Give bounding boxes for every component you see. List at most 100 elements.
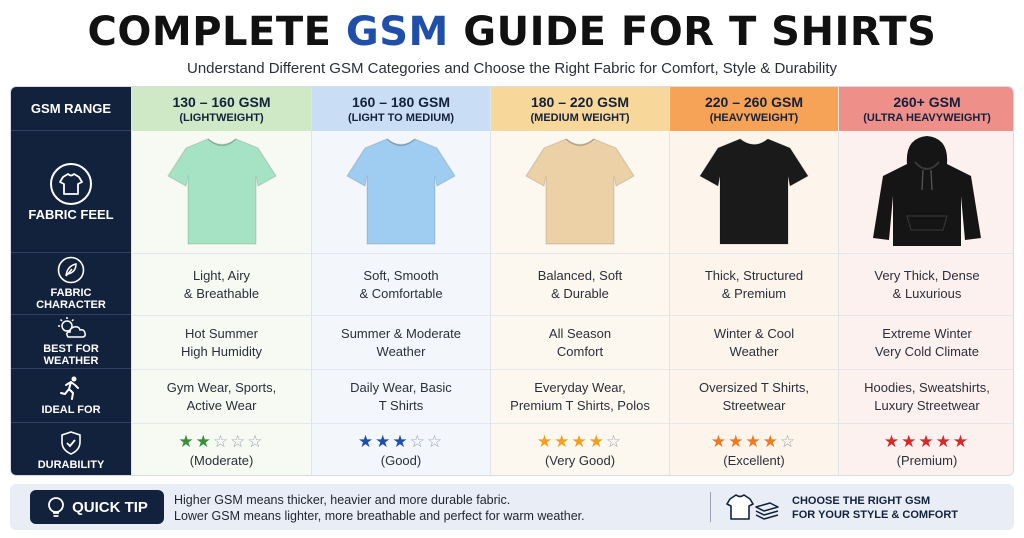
star-filled-icon: ★ xyxy=(178,431,196,451)
star-filled-icon: ★ xyxy=(357,431,376,451)
tip-right-text: CHOOSE THE RIGHT GSM FOR YOUR STYLE & CO… xyxy=(792,494,958,522)
cell-line: Gym Wear, Sports, xyxy=(166,379,277,395)
ideal-for-cell: Daily Wear, Basic T Shirts xyxy=(312,369,490,423)
cell-line: T Shirts xyxy=(378,397,424,413)
tip-divider xyxy=(710,492,711,522)
row-labels: GSM RANGE FABRIC FEEL FABRIC CHARACTER B… xyxy=(11,87,131,475)
star-filled-icon: ★ xyxy=(392,431,410,451)
quick-tip-text: Higher GSM means thicker, heavier and mo… xyxy=(174,492,585,524)
gsm-column: 220 – 260 GSM (HEAVYWEIGHT) Thick, Struc… xyxy=(669,87,838,475)
page-title: COMPLETE GSM GUIDE FOR T SHIRTS xyxy=(0,6,1024,58)
star-filled-icon: ★ xyxy=(554,431,572,451)
durability-rating: (Moderate) xyxy=(189,452,254,468)
label-durability: DURABILITY xyxy=(11,423,131,475)
cell-line: Very Cold Climate xyxy=(874,343,980,359)
label-fabric-character-line2: CHARACTER xyxy=(36,299,106,311)
tip-right-line2: FOR YOUR STYLE & COMFORT xyxy=(792,509,959,521)
durability-cell: ★★★★☆ (Very Good) xyxy=(491,423,669,475)
fabric-character-cell: Very Thick, Dense & Luxurious xyxy=(839,253,1013,315)
label-fabric-character: FABRIC CHARACTER xyxy=(11,253,131,315)
cell-line: & Comfortable xyxy=(359,285,443,301)
weather-cell: Extreme Winter Very Cold Climate xyxy=(839,315,1013,369)
gsm-column-header: 220 – 260 GSM (HEAVYWEIGHT) xyxy=(670,87,838,131)
feather-icon xyxy=(57,256,85,284)
cell-line: Balanced, Soft xyxy=(537,267,623,283)
cell-line: Active Wear xyxy=(186,397,257,413)
gsm-weight-class: (LIGHT TO MEDIUM) xyxy=(347,112,455,124)
label-weather-line1: BEST FOR xyxy=(43,343,99,355)
label-gsm-range-text: GSM RANGE xyxy=(30,100,112,116)
tip-right-line1: CHOOSE THE RIGHT GSM xyxy=(792,495,931,507)
weather-cell: All Season Comfort xyxy=(491,315,669,369)
durability-rating: (Premium) xyxy=(896,452,958,468)
star-filled-icon: ★ xyxy=(935,431,953,451)
star-empty-icon: ☆ xyxy=(247,431,265,451)
cell-line: High Humidity xyxy=(181,343,262,359)
garment-image xyxy=(312,131,490,253)
label-durability-text: DURABILITY xyxy=(37,458,105,471)
title-accent: GSM xyxy=(345,9,449,55)
runner-icon xyxy=(60,376,79,400)
gsm-weight-class: (MEDIUM WEIGHT) xyxy=(530,112,630,124)
page-subtitle: Understand Different GSM Categories and … xyxy=(186,60,837,77)
fabric-character-cell: Soft, Smooth & Comfortable xyxy=(312,253,490,315)
star-rating: ★★★★★ xyxy=(839,431,1013,452)
star-filled-icon: ★ xyxy=(918,431,936,451)
shield-check-icon xyxy=(61,430,81,455)
ideal-for-cell: Hoodies, Sweatshirts, Luxury Streetwear xyxy=(839,369,1013,423)
ideal-for-cell: Oversized T Shirts, Streetwear xyxy=(670,369,838,423)
ideal-for-cell: Everyday Wear, Premium T Shirts, Polos xyxy=(491,369,669,423)
fabric-character-cell: Light, Airy & Breathable xyxy=(132,253,311,315)
durability-rating: (Excellent) xyxy=(723,452,785,468)
gsm-range-value: 260+ GSM xyxy=(893,94,961,110)
weather-cell: Winter & Cool Weather xyxy=(670,315,838,369)
garment-image xyxy=(132,131,311,253)
star-filled-icon: ★ xyxy=(710,431,729,451)
label-gsm-range: GSM RANGE xyxy=(11,87,131,131)
cell-line: Light, Airy xyxy=(192,267,251,283)
fabric-character-cell: Balanced, Soft & Durable xyxy=(491,253,669,315)
star-empty-icon: ☆ xyxy=(230,431,248,451)
label-best-for-weather: BEST FOR WEATHER xyxy=(11,315,131,369)
lightbulb-icon xyxy=(48,497,64,517)
tshirt-icon xyxy=(525,138,635,245)
weather-cell: Summer & Moderate Weather xyxy=(312,315,490,369)
cell-line: Weather xyxy=(729,343,779,359)
star-filled-icon: ★ xyxy=(571,431,589,451)
gsm-column: 260+ GSM (ULTRA HEAVYWEIGHT) Very Thick,… xyxy=(838,87,1013,475)
cell-line: Daily Wear, Basic xyxy=(350,379,452,395)
star-filled-icon: ★ xyxy=(588,431,606,451)
durability-cell: ★★★☆☆ (Good) xyxy=(312,423,490,475)
tshirt-icon xyxy=(699,138,809,245)
title-suffix: GUIDE FOR T SHIRTS xyxy=(448,9,937,55)
durability-rating: (Very Good) xyxy=(544,452,616,468)
cell-line: Hot Summer xyxy=(185,325,258,341)
garment-image xyxy=(839,131,1013,253)
weather-cell: Hot Summer High Humidity xyxy=(132,315,311,369)
quick-tip-line1: Higher GSM means thicker, heavier and mo… xyxy=(174,493,511,507)
tshirt-icon xyxy=(166,138,277,245)
gsm-range-value: 180 – 220 GSM xyxy=(530,94,630,110)
label-fabric-feel: FABRIC FEEL xyxy=(11,131,131,253)
star-filled-icon: ★ xyxy=(952,431,971,451)
cell-line: & Breathable xyxy=(183,285,260,301)
star-filled-icon: ★ xyxy=(536,431,555,451)
star-filled-icon: ★ xyxy=(375,431,393,451)
label-fabric-character-line1: FABRIC xyxy=(50,287,92,299)
star-filled-icon: ★ xyxy=(883,431,902,451)
cell-line: Very Thick, Dense xyxy=(874,267,980,283)
gsm-column-header: 160 – 180 GSM (LIGHT TO MEDIUM) xyxy=(312,87,490,131)
star-rating: ★★★★☆ xyxy=(491,432,669,452)
gsm-range-value: 160 – 180 GSM xyxy=(351,94,451,110)
gsm-table: GSM RANGE FABRIC FEEL FABRIC CHARACTER B… xyxy=(10,86,1014,476)
label-weather-line2: WEATHER xyxy=(43,355,99,367)
durability-cell: ★★★★★ (Premium) xyxy=(839,423,1013,475)
star-filled-icon: ★ xyxy=(762,431,780,451)
star-empty-icon: ☆ xyxy=(779,431,798,451)
cell-line: Extreme Winter xyxy=(882,325,972,341)
hoodie-icon xyxy=(873,136,981,246)
cell-line: & Luxurious xyxy=(892,285,962,301)
gsm-column-header: 180 – 220 GSM (MEDIUM WEIGHT) xyxy=(491,87,669,131)
gsm-range-value: 130 – 160 GSM xyxy=(172,94,271,110)
star-filled-icon: ★ xyxy=(745,431,763,451)
